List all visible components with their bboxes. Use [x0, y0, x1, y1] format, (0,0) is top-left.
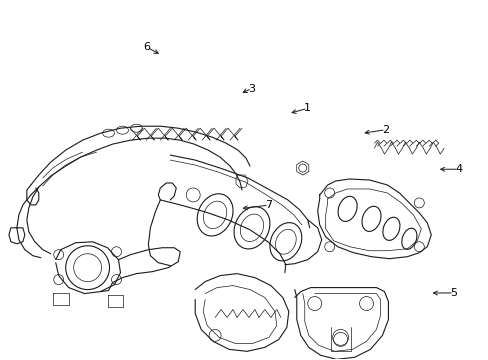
Text: 2: 2: [382, 125, 388, 135]
Text: 6: 6: [143, 42, 150, 52]
Text: 7: 7: [265, 200, 272, 210]
Text: 3: 3: [248, 84, 255, 94]
Text: 4: 4: [454, 164, 462, 174]
Text: 5: 5: [449, 288, 456, 298]
Text: 1: 1: [304, 103, 311, 113]
